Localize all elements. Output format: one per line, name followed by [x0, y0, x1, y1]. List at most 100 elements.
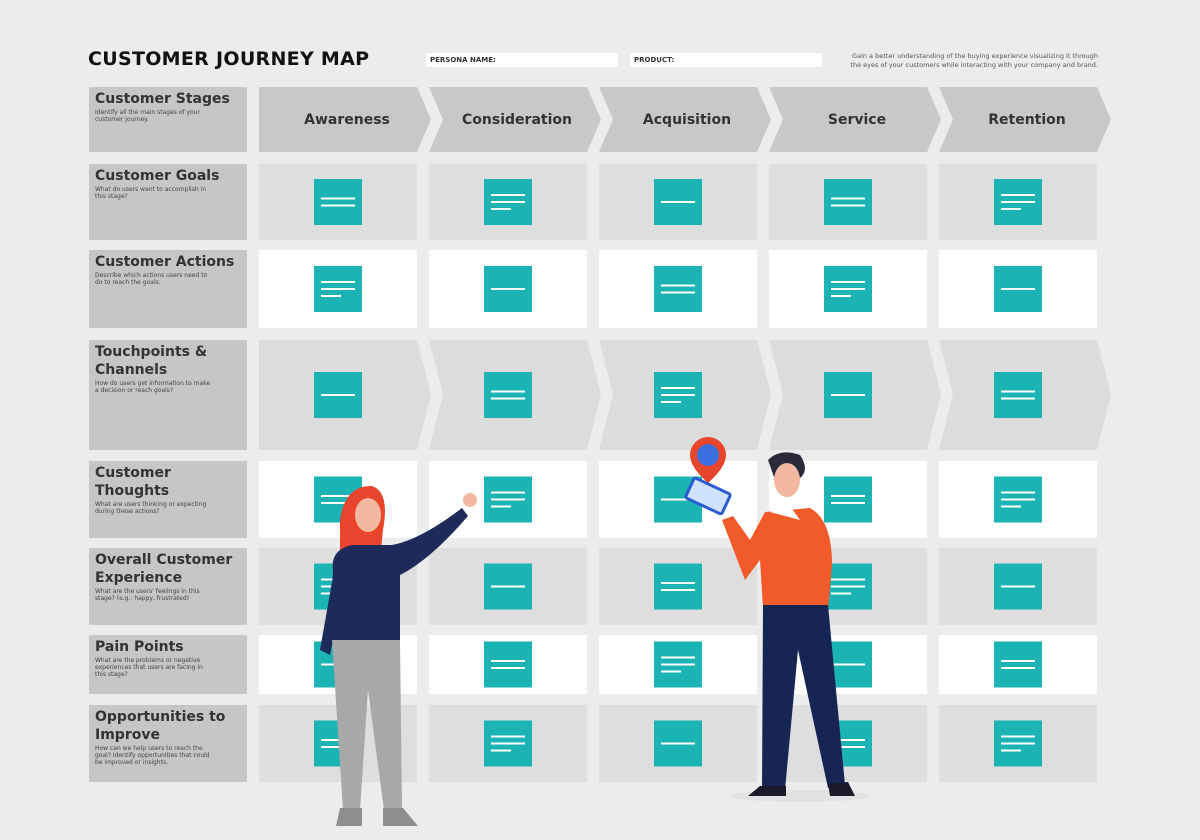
stage-arrow	[599, 87, 771, 152]
note-line	[321, 197, 355, 200]
product-field[interactable]: PRODUCT:	[630, 53, 822, 67]
note-line	[1001, 390, 1035, 393]
note-line	[661, 742, 695, 745]
note-line	[321, 281, 355, 283]
note-line	[831, 592, 851, 595]
note-line	[491, 194, 525, 196]
stage-label: Acquisition	[642, 112, 732, 128]
stage-arrow	[429, 87, 601, 152]
sticky-note	[654, 563, 702, 610]
note-line	[491, 390, 525, 393]
note-line	[831, 502, 865, 504]
stage-arrow	[259, 87, 431, 152]
note-line	[321, 495, 355, 497]
row-label-bg	[89, 461, 247, 538]
row-description: What are users thinking or expecting dur…	[95, 501, 207, 515]
stage-label: Awareness	[304, 112, 390, 128]
row-label-bg	[89, 548, 247, 625]
note-line	[1001, 749, 1021, 752]
note-line	[1001, 498, 1035, 501]
stage-label: Retention	[988, 112, 1066, 128]
note-line	[661, 201, 695, 203]
woman	[320, 485, 477, 826]
note-line	[321, 204, 355, 207]
note-line	[831, 281, 865, 283]
note-line	[1001, 194, 1035, 196]
row-label: Overall Customer Experience What are the …	[95, 551, 245, 602]
row-title: Customer Actions	[95, 254, 235, 270]
row-description: Identify all the main stages of your cus…	[95, 109, 200, 123]
sticky-note	[314, 179, 362, 225]
row-description: What are the users' feelings in this sta…	[95, 588, 200, 602]
note-line	[1001, 667, 1035, 669]
note-line	[491, 491, 525, 494]
note-line	[321, 739, 355, 741]
note-line	[831, 288, 865, 290]
row-label: Customer Stages Identify all the main sta…	[95, 90, 245, 123]
sticky-note	[994, 372, 1042, 418]
row-title: Customer Goals	[95, 168, 220, 184]
row-description: Describe which actions users need to do …	[95, 272, 208, 286]
note-line	[661, 387, 695, 389]
note-line	[1001, 505, 1021, 508]
sticky-note	[484, 372, 532, 418]
note-line	[831, 295, 851, 297]
row-title: Opportunities to Improve	[95, 709, 226, 743]
stage-label: Service	[827, 112, 887, 128]
note-line	[831, 204, 865, 207]
note-line	[661, 589, 695, 591]
row-title: Customer Stages	[95, 91, 230, 107]
row-description: How can we help users to reach the goal?…	[95, 745, 210, 766]
note-line	[491, 585, 525, 588]
sticky-note	[654, 266, 702, 312]
note-line	[661, 670, 681, 673]
note-line	[661, 401, 681, 403]
note-line	[491, 742, 525, 745]
note-line	[491, 749, 511, 752]
note-line	[321, 288, 355, 290]
row-title: Touchpoints & Channels	[95, 344, 208, 378]
note-line	[831, 197, 865, 200]
note-line	[1001, 288, 1035, 290]
note-line	[321, 295, 341, 297]
note-line	[661, 291, 695, 294]
note-line	[661, 582, 695, 584]
note-line	[491, 208, 511, 210]
row-description: What are the problems or negative experi…	[95, 657, 203, 678]
note-line	[491, 735, 525, 738]
row-label-bg	[89, 250, 247, 328]
note-line	[831, 585, 865, 588]
note-line	[1001, 201, 1035, 203]
note-line	[491, 288, 525, 290]
row-label-bg	[89, 164, 247, 240]
row-label-bg	[89, 87, 247, 152]
note-line	[661, 498, 695, 501]
row-label: Customer Actions Describe which actions u…	[95, 253, 245, 286]
description: Gain a better understanding of the buyin…	[850, 52, 1098, 69]
row-label: Pain Points What are the problems or nega…	[95, 638, 245, 678]
note-line	[1001, 397, 1035, 400]
stage-arrow	[939, 87, 1111, 152]
note-line	[831, 495, 865, 497]
row-label-bg	[89, 705, 247, 782]
note-line	[661, 663, 695, 666]
note-line	[831, 663, 865, 666]
note-line	[1001, 735, 1035, 738]
note-line	[661, 656, 695, 659]
row-label-bg	[89, 635, 247, 694]
note-line	[831, 394, 865, 396]
note-line	[1001, 585, 1035, 588]
note-line	[491, 667, 525, 669]
note-line	[321, 502, 355, 504]
note-line	[491, 397, 525, 400]
sticky-note	[484, 641, 532, 688]
note-line	[831, 746, 865, 748]
note-line	[831, 739, 865, 741]
persona-field[interactable]: PERSONA NAME:	[426, 53, 618, 67]
row-description: What do users want to accomplish in this…	[95, 186, 206, 200]
stage-arrow	[769, 87, 941, 152]
note-line	[491, 505, 511, 508]
note-line	[661, 394, 695, 396]
